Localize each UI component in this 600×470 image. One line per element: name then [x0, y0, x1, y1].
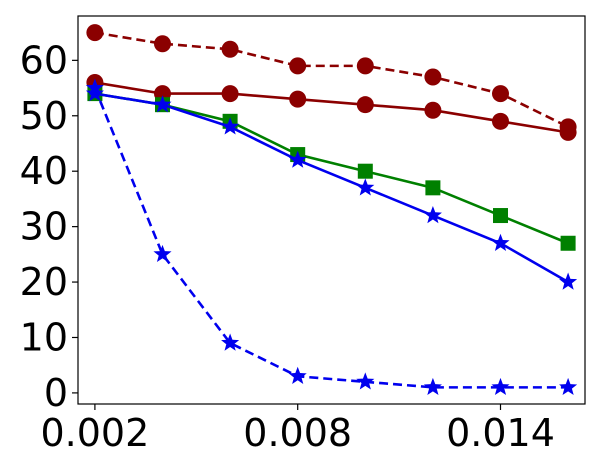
series-4 — [85, 78, 578, 396]
star-marker — [221, 117, 240, 135]
star-marker — [356, 372, 375, 390]
square-marker — [493, 208, 508, 224]
series-line — [94, 92, 569, 284]
y-tick-label: 20 — [20, 260, 68, 304]
circle-marker — [559, 123, 577, 141]
plot-frame — [77, 15, 586, 405]
y-tick-label: 0 — [44, 371, 68, 415]
axis-layer: 0 10 20 30 40 50 60 0.002 0.008 0.014 — [20, 38, 555, 455]
circle-marker — [221, 85, 239, 103]
x-tick-label: 0.008 — [243, 411, 352, 455]
star-marker — [491, 377, 510, 396]
circle-marker — [289, 57, 307, 75]
star-marker — [288, 366, 307, 384]
star-marker — [491, 233, 510, 251]
circle-marker — [492, 85, 509, 103]
series-layer — [85, 24, 578, 396]
circle-marker — [356, 96, 374, 114]
series-line — [94, 31, 569, 129]
star-marker — [356, 178, 375, 196]
star-marker — [153, 95, 172, 113]
star-marker — [153, 244, 172, 263]
star-marker — [85, 84, 104, 102]
circle-marker — [86, 24, 104, 42]
star-marker — [559, 272, 578, 290]
y-tick-label: 40 — [20, 149, 68, 193]
circle-marker — [289, 90, 307, 108]
series-3 — [85, 84, 578, 290]
star-marker — [85, 78, 104, 96]
y-tick-label: 50 — [20, 94, 68, 138]
circle-marker — [154, 35, 171, 53]
circle-marker — [424, 68, 442, 86]
star-marker — [288, 150, 307, 168]
star-marker — [423, 377, 442, 396]
y-tick-label: 10 — [20, 315, 68, 359]
square-marker — [357, 163, 373, 179]
square-marker — [425, 180, 441, 196]
series-line — [93, 87, 569, 389]
y-tick-label: 30 — [20, 205, 68, 249]
y-tick-label: 60 — [20, 38, 68, 82]
star-marker — [559, 377, 578, 396]
x-tick-label: 0.002 — [41, 411, 150, 455]
x-tick-label: 0.014 — [446, 411, 555, 455]
circle-marker — [492, 112, 509, 130]
circle-marker — [356, 57, 374, 75]
circle-marker — [221, 40, 239, 58]
square-marker — [560, 235, 576, 251]
star-marker — [423, 206, 442, 224]
circle-marker — [424, 101, 442, 119]
star-marker — [221, 333, 240, 351]
series-2 — [87, 86, 576, 251]
series-line — [94, 81, 569, 134]
